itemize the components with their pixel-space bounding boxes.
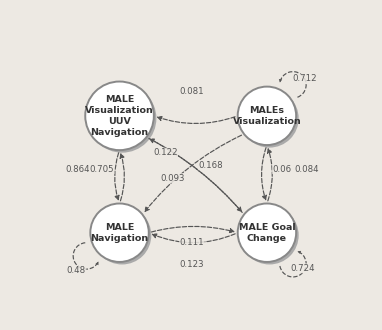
FancyArrowPatch shape [145, 135, 241, 211]
Circle shape [240, 89, 299, 148]
Text: 0.084: 0.084 [294, 165, 319, 174]
Circle shape [93, 206, 151, 264]
Text: 0.081: 0.081 [180, 87, 204, 96]
Circle shape [238, 86, 296, 145]
Circle shape [88, 84, 156, 153]
Circle shape [240, 206, 299, 264]
Text: MALE
Visualization
UUV
Navigation: MALE Visualization UUV Navigation [85, 95, 154, 137]
Text: 0.705: 0.705 [89, 165, 114, 174]
FancyArrowPatch shape [115, 153, 119, 200]
Text: 0.864: 0.864 [65, 165, 90, 174]
Text: 0.724: 0.724 [290, 264, 315, 273]
FancyArrowPatch shape [150, 139, 242, 213]
FancyArrowPatch shape [120, 154, 125, 201]
Text: 0.48: 0.48 [67, 266, 86, 275]
FancyArrowPatch shape [158, 116, 235, 123]
Text: MALE Goal
Change: MALE Goal Change [239, 223, 295, 243]
Circle shape [90, 204, 149, 262]
Circle shape [85, 82, 154, 150]
Text: 0.168: 0.168 [199, 161, 223, 170]
Text: 0.111: 0.111 [180, 238, 204, 248]
FancyArrowPatch shape [152, 234, 235, 243]
Text: 0.093: 0.093 [161, 174, 185, 182]
Text: MALE
Navigation: MALE Navigation [91, 223, 149, 243]
FancyArrowPatch shape [151, 226, 234, 233]
Text: 0.123: 0.123 [180, 260, 204, 269]
Circle shape [238, 204, 296, 262]
Text: 0.122: 0.122 [153, 148, 178, 157]
FancyArrowPatch shape [268, 149, 272, 201]
Text: 0.712: 0.712 [293, 75, 317, 83]
FancyArrowPatch shape [149, 138, 241, 212]
FancyArrowPatch shape [262, 148, 266, 200]
Text: 0.06: 0.06 [273, 165, 292, 174]
Text: MALEs
Visualization: MALEs Visualization [233, 106, 301, 126]
